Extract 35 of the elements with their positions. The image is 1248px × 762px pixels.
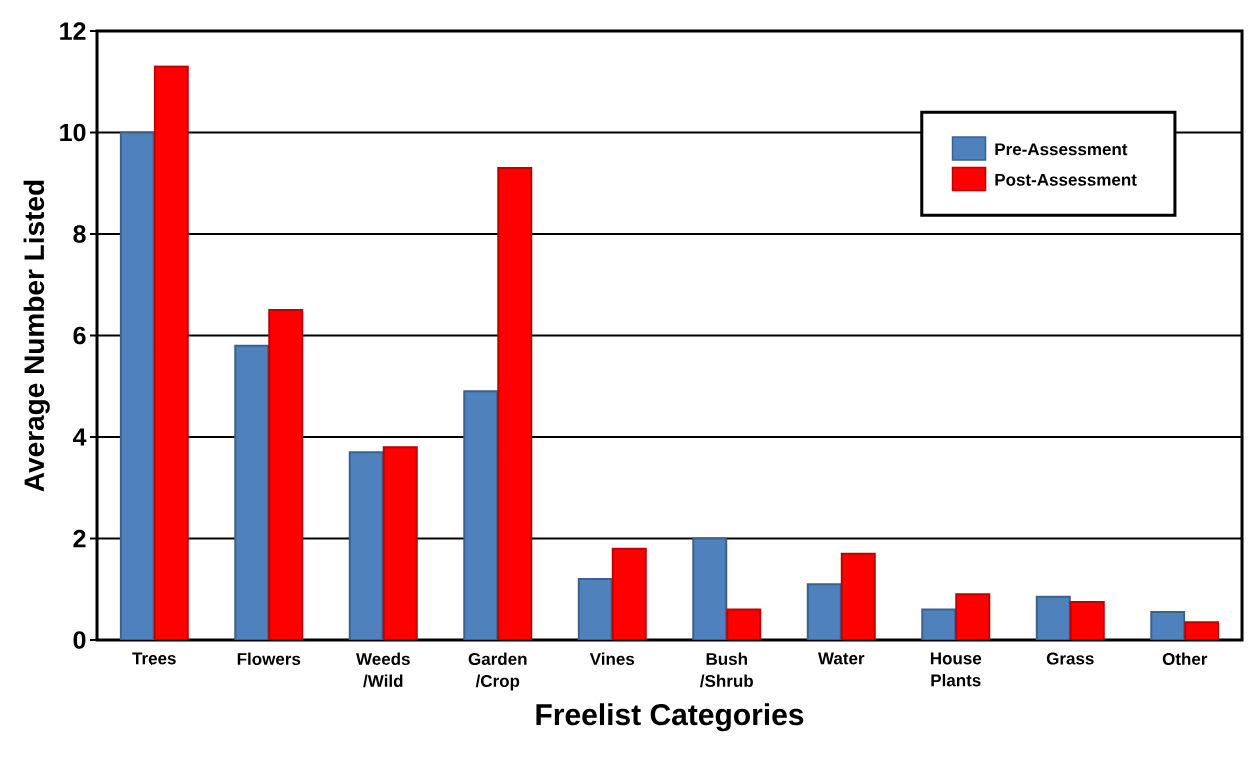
- x-tick-label: Other: [1162, 652, 1208, 666]
- bar: [955, 593, 991, 640]
- x-axis-title: Freelist Categories: [536, 703, 804, 732]
- y-tick-label: 12: [60, 22, 86, 40]
- y-tick-label: 4: [72, 428, 87, 446]
- bar: [806, 583, 842, 640]
- x-tick-label: House Plants: [930, 652, 982, 687]
- bar: [348, 451, 384, 640]
- bar: [497, 167, 533, 640]
- x-tick-label: Vines: [589, 652, 635, 666]
- x-tick-label: Garden /Crop: [468, 652, 527, 691]
- bar: [692, 537, 728, 640]
- x-tick-label: Grass: [1046, 652, 1094, 665]
- bar: [840, 552, 876, 640]
- y-tick-label: 0: [73, 631, 86, 649]
- legend-label: Post-Assessment: [995, 173, 1137, 186]
- x-tick-label: Flowers: [237, 652, 301, 666]
- y-tick-label: 8: [73, 225, 86, 243]
- y-axis-title: Average Number Listed: [23, 180, 50, 492]
- x-tick-label: Bush /Shrub: [700, 652, 753, 688]
- bar: [234, 344, 270, 640]
- bar: [382, 446, 418, 640]
- bar: [268, 309, 304, 640]
- bar: [577, 578, 613, 640]
- x-tick-label: Water: [817, 652, 865, 665]
- x-tick-label: Weeds /Wild: [356, 652, 410, 688]
- bar: [119, 131, 155, 640]
- x-tick-label: Trees: [132, 652, 176, 665]
- y-tick-label: 10: [60, 123, 86, 142]
- legend-label: Pre-Assessment: [995, 143, 1128, 156]
- bar: [611, 547, 647, 640]
- y-tick-label: 6: [73, 326, 86, 345]
- bar: [153, 65, 189, 640]
- bar: [463, 390, 499, 640]
- y-tick-label: 2: [73, 529, 86, 548]
